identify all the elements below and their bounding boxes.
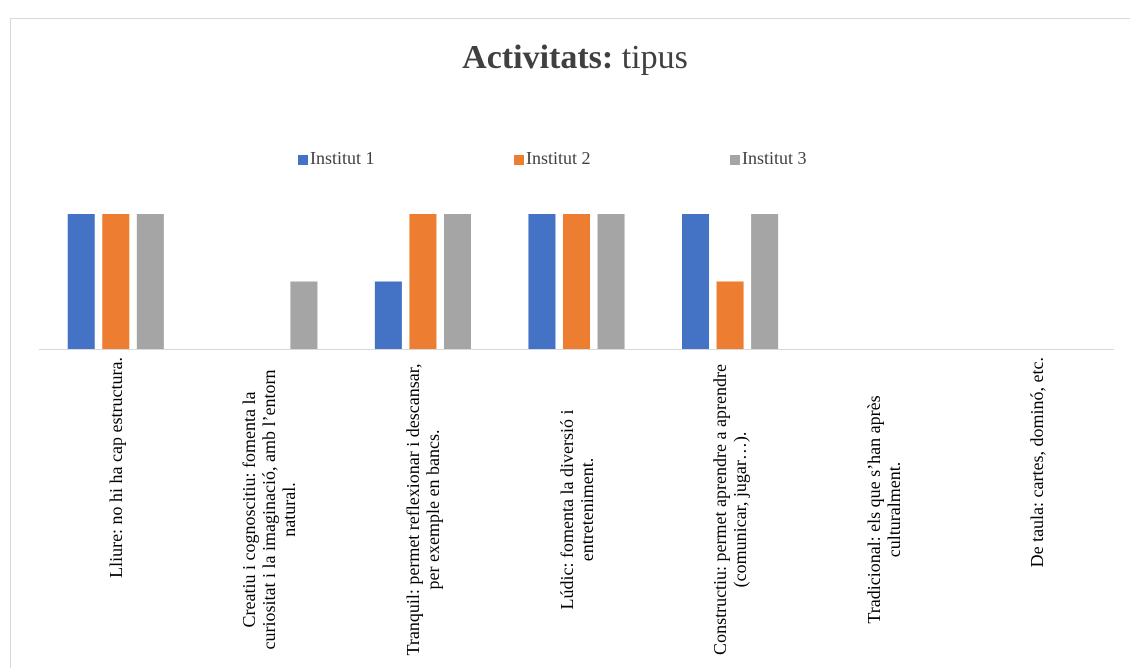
legend-label: Institut 3	[742, 148, 807, 168]
legend-swatch	[730, 155, 740, 165]
bar	[374, 281, 402, 349]
bar	[751, 214, 779, 349]
bar	[102, 214, 130, 349]
x-tick-label: Lliure: no hi ha cap estructura.	[105, 357, 126, 578]
bar	[716, 281, 744, 349]
x-tick-label: Lúdic: fomenta la diversió i entretenime…	[556, 409, 597, 610]
bar	[409, 214, 437, 349]
bar	[562, 214, 591, 349]
legend-label: Institut 1	[310, 148, 375, 168]
x-tick-label: Tradicional: els que s’han après cultura…	[863, 395, 904, 624]
bar	[67, 214, 95, 349]
chart-border	[10, 18, 1130, 668]
x-tick-label: De taula: cartes, dominó, etc.	[1027, 357, 1048, 568]
legend-swatch	[514, 155, 524, 165]
legend-swatch	[298, 155, 308, 165]
x-tick-label: Creatiu i cognoscitiu: fomenta la curios…	[239, 369, 300, 650]
title-bold: Activitats:	[462, 39, 613, 76]
bar	[443, 214, 471, 349]
bar	[528, 214, 556, 349]
title-rest: tipus	[622, 39, 688, 76]
bar	[290, 281, 318, 349]
bar	[136, 214, 164, 349]
x-tick-label: Constructiu: permet aprendre a aprendre …	[710, 364, 751, 655]
bar	[597, 214, 625, 349]
x-tick-label: Tranquil: permet reflexionar i descansar…	[402, 363, 443, 656]
chart-title: Activitats: tipus	[462, 39, 688, 76]
bar	[682, 214, 710, 349]
legend-label: Institut 2	[526, 148, 591, 168]
